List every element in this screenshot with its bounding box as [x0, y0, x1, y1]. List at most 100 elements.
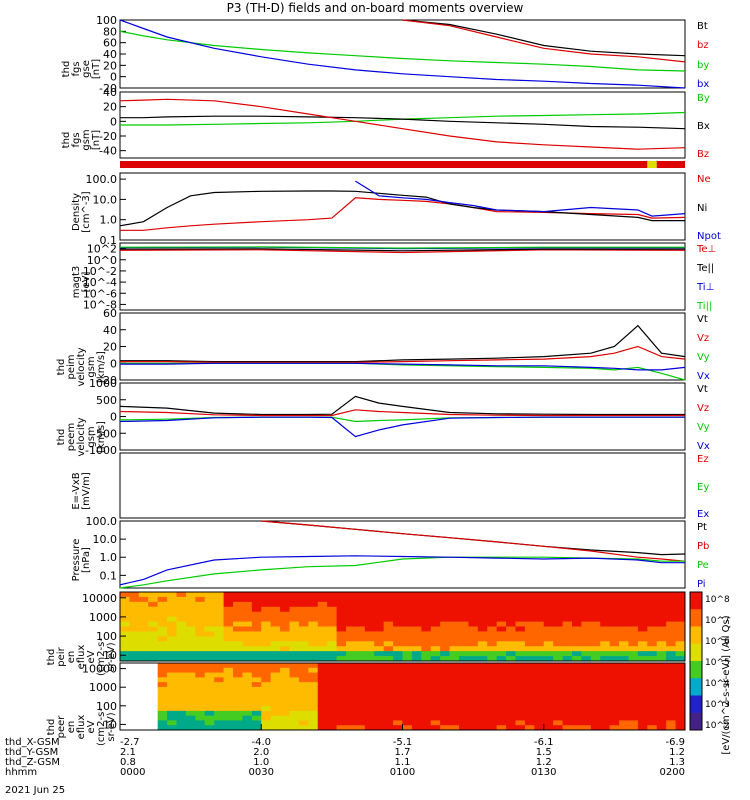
series-line-Vz: [119, 409, 685, 417]
spectrogram-cell: [619, 592, 629, 598]
spectrogram-cell: [204, 696, 215, 702]
spectrogram-cell: [270, 641, 281, 647]
spectrogram-cell: [656, 720, 667, 726]
spectrogram-cell: [609, 626, 620, 632]
spectrogram-cell: [411, 592, 422, 598]
spectrogram-cell: [411, 720, 422, 726]
spectrogram-cell: [581, 626, 592, 632]
spectrogram-cell: [317, 725, 328, 731]
spectrogram-cell: [543, 656, 554, 662]
series-line-Pb: [261, 520, 686, 562]
spectrogram-cell: [280, 596, 290, 603]
spectrogram-cell: [543, 606, 554, 613]
spectrogram-cell: [195, 626, 206, 632]
spectrogram-cell: [270, 626, 281, 632]
spectrogram-cell: [364, 715, 375, 721]
spectrogram-cell: [138, 621, 149, 627]
spectrogram-cell: [402, 710, 413, 717]
spectrogram-cell: [468, 672, 479, 678]
spectrogram-cell: [496, 672, 507, 678]
spectrogram-cell: [496, 616, 507, 623]
series-line-Bx: [120, 115, 686, 130]
spectrogram-cell: [421, 725, 432, 731]
spectrogram-cell: [440, 672, 451, 678]
spectrogram-cell: [506, 696, 516, 702]
spectrogram-cell: [411, 701, 422, 707]
spectrogram-cell: [280, 663, 290, 669]
spectrogram-cell: [233, 725, 243, 731]
spectrogram-cell: [138, 641, 149, 647]
spectrogram-cell: [261, 706, 272, 712]
spectrogram-cell: [402, 701, 413, 707]
spectrogram-cell: [590, 710, 601, 717]
spectrogram-cell: [524, 720, 535, 726]
spectrogram-cell: [129, 606, 140, 613]
spectrogram-cell: [280, 646, 290, 652]
spectrogram-cell: [440, 616, 451, 623]
series-line-Vt: [119, 395, 685, 416]
spectrogram-cell: [487, 667, 498, 674]
spectrogram-cell: [600, 646, 611, 652]
spectrogram-cell: [364, 626, 375, 632]
spectrogram-cell: [120, 621, 130, 627]
spectrogram-cell: [308, 720, 319, 726]
spectrogram-cell: [185, 606, 196, 613]
spectrogram-cell: [261, 682, 272, 688]
spectrogram-cell: [553, 663, 564, 669]
spectrogram-cell: [647, 667, 658, 674]
series-line-Bz: [119, 98, 686, 150]
y-tick-label: 20: [103, 341, 117, 354]
spectrogram-cell: [242, 715, 253, 721]
spectrogram-cell: [402, 621, 413, 627]
spectrogram-cell: [280, 691, 290, 697]
spectrogram-cell: [590, 725, 601, 731]
spectrogram-cell: [666, 715, 677, 721]
spectrogram-cell: [129, 621, 140, 627]
spectrogram-cell: [562, 725, 573, 731]
spectrogram-cell: [233, 677, 243, 683]
spectrogram-cell: [562, 667, 573, 674]
spectrogram-cell: [308, 701, 319, 707]
spectrogram-cell: [251, 663, 262, 669]
spectrogram-cell: [308, 682, 319, 688]
spectrogram-cell: [562, 601, 573, 608]
spectrogram-cell: [138, 601, 149, 608]
spectrogram-cell: [364, 641, 375, 647]
spectrogram-cell: [524, 715, 535, 721]
spectrogram-cell: [393, 663, 403, 669]
spectrogram-cell: [233, 663, 243, 669]
spectrogram-cell: [628, 631, 639, 637]
spectrogram-cell: [609, 715, 620, 721]
spectrogram-cell: [609, 611, 620, 618]
spectrogram-cell: [534, 651, 545, 657]
spectrogram-cell: [543, 631, 554, 637]
spectrogram-cell: [336, 656, 347, 662]
spectrogram-cell: [628, 651, 639, 657]
spectrogram-cell: [440, 720, 451, 726]
spectrogram-cell: [515, 626, 526, 632]
spectrogram-cell: [317, 592, 328, 598]
spectrogram-cell: [496, 720, 507, 726]
spectrogram-cell: [543, 616, 554, 623]
spectrogram-cell: [543, 686, 554, 693]
spectrogram-cell: [242, 686, 253, 693]
spectrogram-cell: [176, 682, 187, 688]
spectrogram-cell: [543, 667, 554, 674]
spectrogram-cell: [355, 592, 366, 598]
spectrogram-cell: [336, 631, 347, 637]
spectrogram-cell: [195, 672, 206, 678]
spectrogram-cell: [336, 663, 347, 669]
spectrogram-cell: [477, 616, 488, 623]
spectrogram-cell: [346, 715, 356, 721]
spectrogram-cell: [148, 596, 159, 603]
spectrogram-cell: [185, 715, 196, 721]
spectrogram-cell: [204, 672, 215, 678]
spectrogram-cell: [251, 720, 262, 726]
spectrogram-cell: [572, 636, 582, 642]
spectrogram-cell: [308, 710, 319, 717]
spectrogram-cell: [280, 696, 290, 702]
spectrogram-cell: [440, 631, 451, 637]
spectrogram-cell: [317, 686, 328, 693]
spectrogram-cell: [317, 663, 328, 669]
spectrogram-cell: [553, 672, 564, 678]
